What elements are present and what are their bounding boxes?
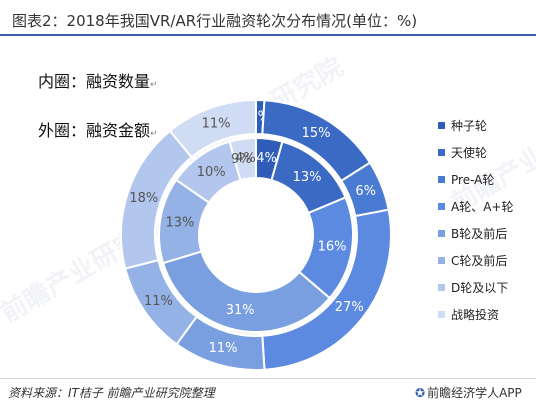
- legend-label: 天使轮: [451, 146, 488, 160]
- legend-label: D轮及以下: [451, 281, 509, 295]
- legend-swatch: [438, 311, 445, 318]
- outer-data-label: 11%: [209, 341, 238, 356]
- brand[interactable]: ✪ 前瞻经济学人APP: [415, 384, 522, 401]
- outer-slice-8: [168, 98, 257, 159]
- legend-item: 战略投资: [438, 301, 513, 328]
- legend-item: Pre-A轮: [438, 166, 513, 193]
- outer-data-label: 18%: [129, 191, 158, 206]
- footer-divider: [0, 378, 536, 379]
- inner-data-label: 13%: [293, 170, 322, 185]
- legend-item: D轮及以下: [438, 274, 513, 301]
- legend-swatch: [438, 149, 445, 156]
- legend-label: B轮及前后: [451, 227, 508, 241]
- outer-data-label: 15%: [302, 126, 331, 141]
- legend-swatch: [438, 230, 445, 237]
- legend-item: 种子轮: [438, 112, 513, 139]
- inner-ring-label-text: 内圈：融资数量: [38, 72, 151, 91]
- inner-ring-label: 内圈：融资数量↵: [38, 68, 158, 92]
- inner-data-label: 4%: [256, 151, 277, 166]
- outer-data-label: 6%: [355, 184, 376, 199]
- title-divider: [0, 34, 536, 36]
- brand-text: 前瞻经济学人APP: [427, 386, 522, 400]
- legend-label: Pre-A轮: [451, 173, 495, 187]
- outer-data-label: 11%: [202, 116, 231, 131]
- legend-swatch: [438, 176, 445, 183]
- legend-label: C轮及前后: [451, 254, 508, 268]
- chart-title: 图表2：2018年我国VR/AR行业融资轮次分布情况(单位：%): [12, 12, 418, 30]
- inner-data-label: 31%: [226, 303, 255, 318]
- outer-ring-label-text: 外圈：融资金额: [38, 121, 151, 140]
- legend-item: 天使轮: [438, 139, 513, 166]
- outer-data-label: 11%: [144, 294, 173, 309]
- legend-swatch: [438, 203, 445, 210]
- inner-data-label: 10%: [197, 165, 226, 180]
- inner-data-label: 13%: [165, 216, 194, 231]
- legend-label: 种子轮: [451, 119, 488, 133]
- inner-slice-5: [161, 250, 332, 333]
- legend-swatch: [438, 122, 445, 129]
- legend-item: B轮及前后: [438, 220, 513, 247]
- legend-item: C轮及前后: [438, 247, 513, 274]
- legend-swatch: [438, 284, 445, 291]
- legend-item: A轮、A+轮: [438, 193, 513, 220]
- legend-label: 战略投资: [451, 308, 500, 322]
- legend-swatch: [438, 257, 445, 264]
- legend-label: A轮、A+轮: [451, 200, 514, 214]
- inner-extra-data-label: 9%: [231, 152, 252, 167]
- outer-data-label: 27%: [335, 300, 364, 315]
- inner-slice-8: [228, 136, 257, 182]
- qianzhan-logo-icon: ✪: [415, 386, 426, 400]
- legend: 种子轮 天使轮 Pre-A轮 A轮、A+轮 B轮及前后 C轮及前后 D轮及以下 …: [438, 112, 513, 328]
- inner-data-label: 4%: [235, 151, 256, 166]
- outer-ring-label: 外圈：融资金额↵: [38, 117, 158, 141]
- inner-data-label: 16%: [318, 239, 347, 254]
- return-mark: ↵: [150, 80, 158, 90]
- return-mark: ↵: [150, 129, 158, 139]
- source-note: 资料来源：IT桔子 前瞻产业研究院整理: [8, 386, 215, 400]
